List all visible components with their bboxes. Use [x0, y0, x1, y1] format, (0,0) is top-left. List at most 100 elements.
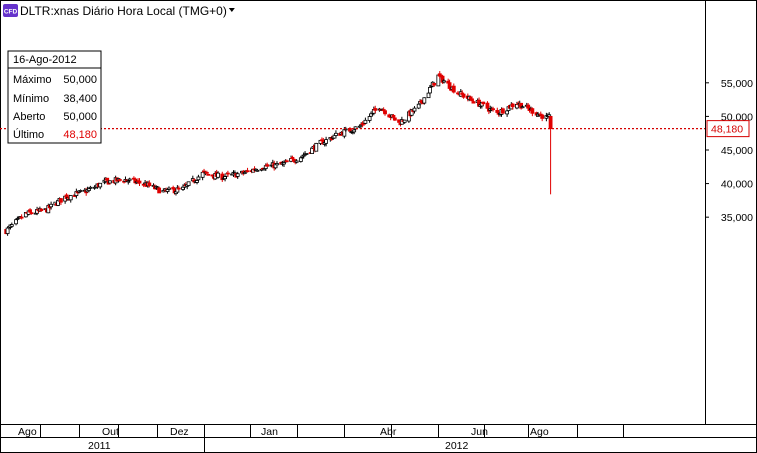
candle-body: [520, 106, 525, 109]
candle-body: [461, 93, 466, 98]
candle-body: [117, 179, 122, 181]
year-label: 2012: [445, 440, 469, 452]
candle: [29, 211, 34, 215]
candle: [117, 178, 122, 182]
candle: [373, 105, 378, 114]
candle: [137, 178, 142, 187]
candle: [49, 201, 54, 210]
candles-group: [4, 71, 553, 236]
candle: [9, 222, 14, 228]
candle-body: [29, 212, 34, 215]
cfd-badge-icon: [3, 4, 18, 17]
candle: [353, 126, 358, 130]
y-tick-label: 35,000: [721, 212, 753, 224]
month-label: Dez: [170, 426, 189, 438]
candle: [68, 195, 73, 203]
month-label: Jun: [471, 426, 488, 438]
candle: [186, 181, 191, 187]
candle-body: [357, 125, 362, 128]
candle-body: [28, 209, 32, 213]
candle: [225, 170, 230, 177]
month-label: Jan: [261, 426, 278, 438]
info-low-label: Mínimo: [13, 93, 49, 105]
candle: [98, 182, 103, 190]
candle: [78, 189, 83, 193]
candle: [412, 106, 417, 114]
candle: [447, 79, 452, 90]
candle-body: [548, 116, 553, 130]
candle-body: [88, 186, 93, 189]
candle-body: [235, 173, 240, 177]
candle-body: [491, 108, 495, 111]
candle-body: [352, 129, 357, 133]
candle: [195, 180, 199, 185]
candle-body: [540, 114, 545, 119]
candle-body: [294, 160, 299, 163]
candle: [127, 177, 132, 183]
last-price-label: 48,180: [711, 124, 743, 136]
last-price-box: [706, 120, 750, 138]
candle-body: [157, 187, 162, 194]
candle-body: [127, 178, 132, 181]
info-high-value: 50,000: [63, 74, 97, 86]
candle: [39, 208, 44, 212]
candle: [485, 101, 490, 110]
info-date: 16-Ago-2012: [13, 54, 77, 66]
candle-body: [225, 172, 230, 175]
candle: [334, 130, 338, 138]
candle-body: [265, 164, 270, 167]
candle-body: [481, 101, 486, 105]
candle-body: [275, 163, 279, 166]
candle-body: [216, 172, 220, 178]
candle-body: [78, 190, 83, 192]
candle: [147, 180, 152, 188]
candle-body: [353, 126, 358, 130]
candle-body: [451, 85, 456, 93]
candle: [204, 170, 209, 175]
candle-body: [195, 180, 199, 183]
info-open-label: Aberto: [13, 111, 45, 123]
candle: [105, 177, 110, 181]
info-high-label: Máximo: [13, 74, 52, 86]
candle-body: [500, 108, 505, 114]
candle: [19, 214, 24, 220]
chart-header[interactable]: CFD DLTR:xnas Diário Hora Local (TMG+0): [3, 4, 235, 18]
candle-body: [9, 224, 14, 227]
candle: [530, 107, 535, 117]
candle-body: [167, 187, 171, 190]
candle: [108, 180, 112, 184]
candle: [255, 168, 260, 172]
candle-body: [87, 188, 91, 191]
candle: [304, 153, 309, 155]
candle-body: [290, 156, 295, 160]
candle: [167, 186, 171, 192]
month-label: Ago: [530, 426, 549, 438]
caret-down-icon[interactable]: [228, 8, 235, 12]
candle-body: [68, 195, 73, 201]
candle-body: [284, 160, 289, 163]
data-info-box: 16-Ago-2012 Máximo 50,000 Mínimo 38,400 …: [7, 50, 102, 144]
x-axis: Ago Out Dez Jan Abr Jun Ago 2011 2012: [18, 425, 624, 452]
candle-body: [391, 114, 396, 118]
candle: [491, 106, 495, 112]
candle-body: [147, 182, 152, 187]
month-label: Ago: [18, 426, 37, 438]
candle: [520, 105, 525, 109]
candle: [481, 101, 486, 106]
info-box-frame: [7, 50, 102, 144]
candle-body: [304, 153, 309, 155]
candle: [470, 96, 474, 102]
candle-body: [204, 171, 209, 174]
candle-body: [186, 181, 191, 186]
info-open-value: 50,000: [63, 111, 97, 123]
candle-body: [176, 187, 181, 190]
candle-body: [196, 176, 201, 181]
candle: [510, 102, 515, 110]
candle: [391, 114, 396, 119]
candle: [28, 208, 32, 213]
info-last-value: 48,180: [63, 129, 97, 141]
candle: [471, 100, 476, 104]
y-tick-label: 40,000: [721, 179, 753, 191]
